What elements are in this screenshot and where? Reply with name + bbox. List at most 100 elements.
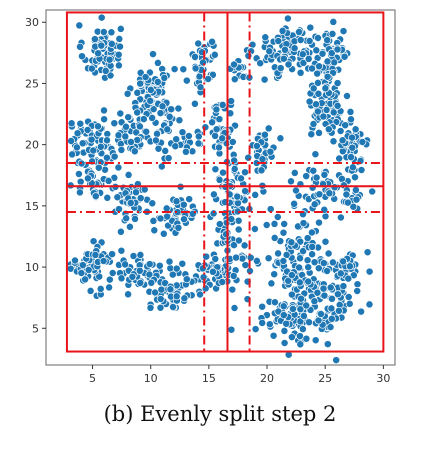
figure-caption: (b) Evenly split step 2 xyxy=(103,402,337,426)
data-point xyxy=(114,163,123,172)
data-point xyxy=(136,250,145,259)
data-point xyxy=(94,163,103,172)
data-point xyxy=(281,45,289,54)
data-point xyxy=(308,183,317,192)
data-point xyxy=(136,278,145,287)
data-point xyxy=(297,294,305,303)
data-point xyxy=(125,222,134,231)
data-point xyxy=(227,325,236,334)
data-point xyxy=(284,60,293,69)
data-point xyxy=(320,170,329,179)
data-point xyxy=(270,233,279,242)
data-point xyxy=(218,134,227,143)
data-point xyxy=(89,146,98,155)
data-point xyxy=(195,72,204,81)
data-point xyxy=(155,261,164,270)
data-point xyxy=(153,77,162,86)
data-point xyxy=(304,277,313,286)
data-point xyxy=(146,85,155,94)
data-point xyxy=(323,340,332,349)
data-point xyxy=(258,302,267,311)
data-point xyxy=(305,318,313,327)
data-point xyxy=(123,89,132,98)
data-points xyxy=(66,13,377,365)
data-point xyxy=(108,269,117,277)
data-point xyxy=(71,256,79,265)
data-point xyxy=(122,122,130,131)
y-tick-label: 5 xyxy=(32,322,39,335)
data-point xyxy=(315,128,323,137)
data-point xyxy=(333,101,342,110)
data-point xyxy=(110,152,119,161)
data-point xyxy=(153,129,161,138)
data-point xyxy=(130,147,139,156)
data-point xyxy=(321,237,330,246)
data-point xyxy=(117,145,126,154)
data-point xyxy=(75,21,84,30)
data-point xyxy=(78,52,86,61)
data-point xyxy=(270,298,279,307)
data-point xyxy=(315,190,324,199)
data-point xyxy=(299,311,308,320)
data-point xyxy=(227,97,236,106)
data-point xyxy=(321,84,330,93)
data-point xyxy=(339,257,348,266)
data-point xyxy=(201,123,210,132)
data-point xyxy=(91,250,100,259)
data-point xyxy=(87,64,96,73)
data-point xyxy=(194,39,203,48)
data-point xyxy=(208,37,217,46)
data-point xyxy=(296,317,305,326)
data-point xyxy=(105,55,114,64)
data-point xyxy=(211,255,220,263)
data-point xyxy=(106,71,115,80)
data-point xyxy=(209,209,218,218)
data-point xyxy=(196,290,204,299)
data-point xyxy=(185,195,194,204)
data-point xyxy=(340,52,349,61)
data-point xyxy=(308,242,317,251)
data-point xyxy=(99,28,108,36)
data-point xyxy=(191,52,199,61)
data-point xyxy=(215,115,224,124)
data-point xyxy=(252,142,261,150)
y-tick-label: 10 xyxy=(25,261,39,274)
data-point xyxy=(252,256,261,265)
data-point xyxy=(165,257,174,266)
data-point xyxy=(170,65,179,74)
data-point xyxy=(72,143,81,152)
data-point xyxy=(128,272,137,281)
data-point xyxy=(76,177,85,186)
data-point xyxy=(326,283,335,292)
data-point xyxy=(325,189,334,198)
data-point xyxy=(211,165,220,174)
data-point xyxy=(302,334,311,343)
data-point xyxy=(365,267,374,276)
data-point xyxy=(296,254,304,263)
data-point xyxy=(78,139,87,148)
x-tick-label: 5 xyxy=(89,372,96,385)
data-point xyxy=(319,259,328,268)
data-point xyxy=(121,132,130,141)
data-point xyxy=(116,42,124,51)
data-point xyxy=(313,69,322,78)
data-point xyxy=(148,199,157,208)
data-point xyxy=(244,153,253,162)
data-point xyxy=(149,216,158,225)
data-point xyxy=(348,143,357,152)
data-point xyxy=(353,287,362,295)
x-tick-label: 10 xyxy=(144,372,158,385)
data-point xyxy=(74,170,83,178)
data-point xyxy=(136,68,145,77)
data-point xyxy=(76,119,85,128)
data-point xyxy=(78,261,87,270)
data-point xyxy=(276,134,285,143)
data-point xyxy=(347,115,355,124)
data-point xyxy=(114,50,123,59)
data-point xyxy=(312,173,321,182)
data-point xyxy=(295,263,304,272)
data-point xyxy=(292,186,300,195)
data-point xyxy=(280,326,289,335)
data-point xyxy=(165,112,174,121)
data-point xyxy=(148,113,157,122)
